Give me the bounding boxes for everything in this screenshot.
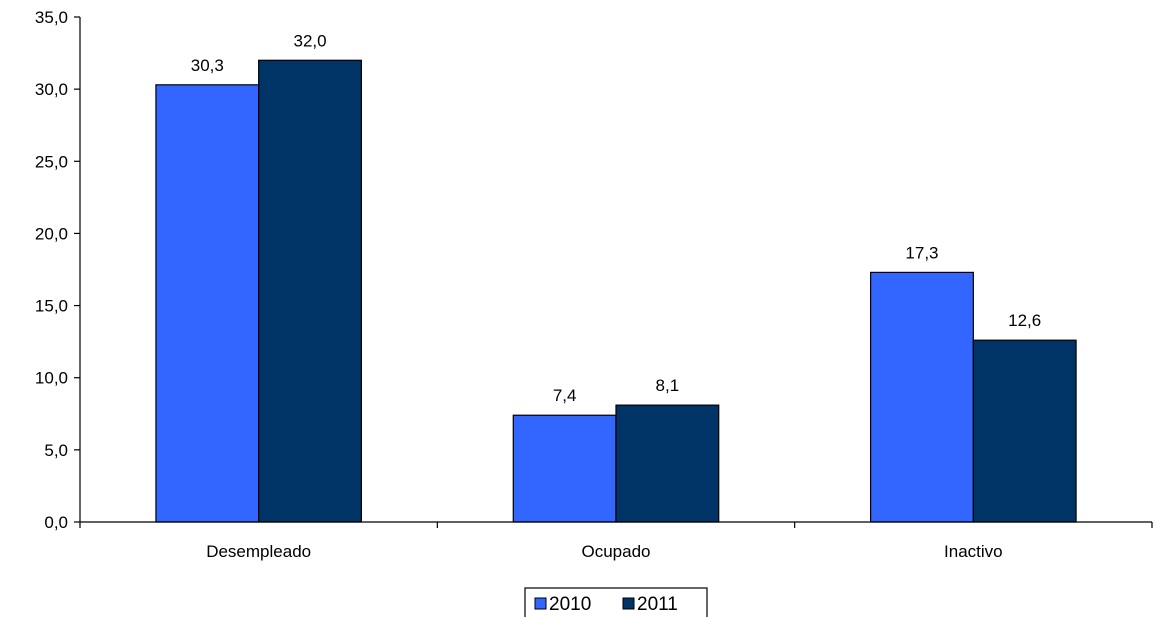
legend-box — [524, 587, 708, 617]
legend-swatch-2011 — [622, 597, 635, 610]
y-tick-label: 25,0 — [35, 152, 68, 171]
y-tick-label: 5,0 — [44, 441, 68, 460]
data-label: 7,4 — [553, 386, 577, 405]
y-tick-label: 0,0 — [44, 513, 68, 532]
legend: 2010 2011 — [524, 587, 708, 617]
bar-2010-inactivo — [869, 271, 974, 523]
y-axis: 0,0 5,0 10,0 15,0 20,0 25,0 30,0 35,0 — [35, 8, 81, 532]
y-tick-label: 35,0 — [35, 8, 68, 27]
x-tick-label: Inactivo — [944, 542, 1003, 561]
x-axis: Desempleado Ocupado Inactivo — [79, 521, 1153, 561]
data-label: 8,1 — [656, 376, 680, 395]
legend-label: 2011 — [637, 594, 678, 615]
bar-2010-ocupado — [512, 414, 617, 523]
data-label: 32,0 — [293, 31, 326, 50]
data-label: 17,3 — [905, 243, 938, 262]
data-label: 30,3 — [191, 56, 224, 75]
x-tick-label: Ocupado — [582, 542, 651, 561]
y-tick-label: 30,0 — [35, 80, 68, 99]
y-tick-label: 15,0 — [35, 297, 68, 316]
legend-label: 2010 — [549, 594, 591, 615]
y-tick-label: 10,0 — [35, 369, 68, 388]
bar-2011-desempleado — [258, 59, 362, 523]
legend-swatch-2010 — [534, 597, 547, 610]
data-label: 12,6 — [1008, 311, 1041, 330]
x-tick-label: Desempleado — [206, 542, 311, 561]
bars: 30,3 32,0 7,4 8,1 17,3 12,6 — [155, 31, 1077, 523]
bar-2011-inactivo — [972, 339, 1077, 523]
y-tick-label: 20,0 — [35, 224, 68, 243]
bar-2011-ocupado — [615, 404, 720, 523]
bar-2010-desempleado — [155, 84, 260, 523]
